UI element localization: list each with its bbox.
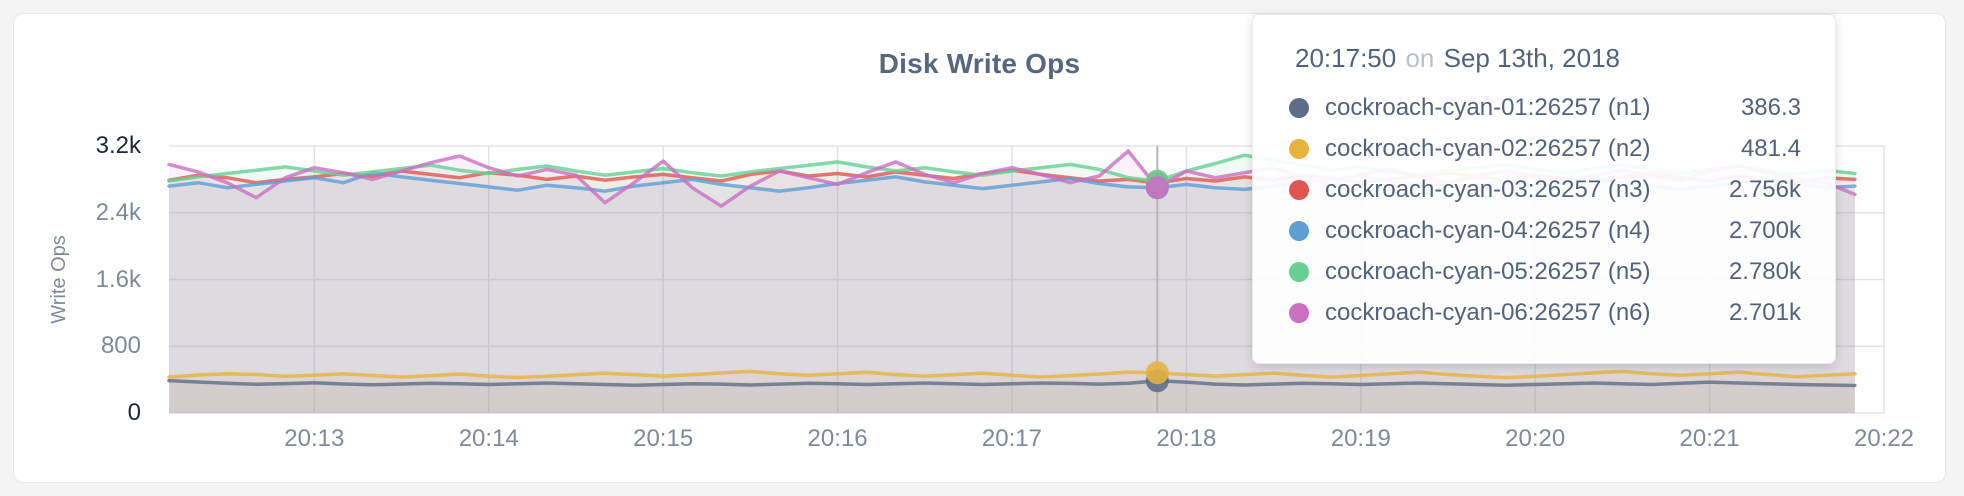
chart-title: Disk Write Ops bbox=[878, 48, 1081, 79]
tooltip-series-list: cockroach-cyan-01:26257 (n1) 386.3 cockroa… bbox=[1289, 87, 1801, 333]
series-value: 2.756k bbox=[1728, 175, 1801, 203]
y-tick-label: 3.2k bbox=[95, 132, 141, 159]
x-tick-label: 20:20 bbox=[1505, 425, 1566, 452]
series-color-dot bbox=[1289, 220, 1309, 241]
tooltip-series-row: cockroach-cyan-06:26257 (n6) 2.701k bbox=[1289, 292, 1801, 333]
series-value: 2.700k bbox=[1728, 216, 1801, 244]
tooltip-conjunction: on bbox=[1405, 43, 1435, 73]
series-color-dot bbox=[1289, 97, 1309, 118]
x-tick-label: 20:18 bbox=[1156, 425, 1217, 452]
series-name: cockroach-cyan-04:26257 (n4) bbox=[1325, 216, 1651, 244]
chart-card: Disk Write Ops Write Ops 0 800 1.6k 2.4k 3.2… bbox=[13, 13, 1946, 483]
series-lines bbox=[167, 149, 1857, 388]
series-name: cockroach-cyan-05:26257 (n5) bbox=[1325, 257, 1651, 285]
tooltip-series-row: cockroach-cyan-05:26257 (n5) 2.780k bbox=[1289, 251, 1801, 292]
series-color-dot bbox=[1289, 261, 1309, 282]
series-name: cockroach-cyan-02:26257 (n2) bbox=[1325, 134, 1651, 162]
series-name: cockroach-cyan-01:26257 (n1) bbox=[1325, 93, 1651, 121]
tooltip-series-row: cockroach-cyan-03:26257 (n3) 2.756k bbox=[1289, 169, 1801, 210]
x-tick-label: 20:15 bbox=[633, 425, 694, 452]
series-color-dot bbox=[1289, 179, 1309, 200]
hover-tooltip: 20:17:50 on Sep 13th, 2018 cockroach-cya… bbox=[1252, 14, 1836, 364]
tooltip-series-row: cockroach-cyan-02:26257 (n2) 481.4 bbox=[1289, 128, 1801, 169]
y-tick-label: 2.4k bbox=[95, 198, 141, 226]
hover-dots bbox=[1145, 169, 1169, 393]
tooltip-time: 20:17:50 bbox=[1295, 43, 1397, 73]
x-tick-label: 20:19 bbox=[1330, 425, 1391, 452]
series-value: 2.701k bbox=[1728, 298, 1801, 326]
y-tick-label: 1.6k bbox=[95, 265, 141, 293]
tooltip-series-row: cockroach-cyan-01:26257 (n1) 386.3 bbox=[1289, 87, 1801, 128]
series-value: 2.780k bbox=[1728, 257, 1801, 285]
x-tick-label: 20:17 bbox=[981, 425, 1042, 452]
tooltip-date: Sep 13th, 2018 bbox=[1443, 43, 1620, 73]
series-name: cockroach-cyan-06:26257 (n6) bbox=[1325, 298, 1651, 326]
series-value: 386.3 bbox=[1740, 93, 1801, 121]
x-tick-label: 20:13 bbox=[284, 425, 345, 452]
x-tick-label: 20:22 bbox=[1853, 425, 1915, 452]
tooltip-series-row: cockroach-cyan-04:26257 (n4) 2.700k bbox=[1289, 210, 1801, 251]
series-name: cockroach-cyan-03:26257 (n3) bbox=[1325, 175, 1651, 203]
series-color-dot bbox=[1289, 302, 1309, 323]
x-tick-label: 20:14 bbox=[458, 425, 519, 452]
series-color-dot bbox=[1289, 138, 1309, 159]
x-tick-label: 20:16 bbox=[807, 425, 868, 452]
y-tick-label: 0 bbox=[127, 399, 141, 426]
x-tick-label: 20:21 bbox=[1679, 425, 1740, 452]
series-value: 481.4 bbox=[1740, 134, 1801, 162]
tooltip-timestamp: 20:17:50 on Sep 13th, 2018 bbox=[1295, 41, 1801, 75]
y-tick-label: 800 bbox=[100, 332, 141, 360]
